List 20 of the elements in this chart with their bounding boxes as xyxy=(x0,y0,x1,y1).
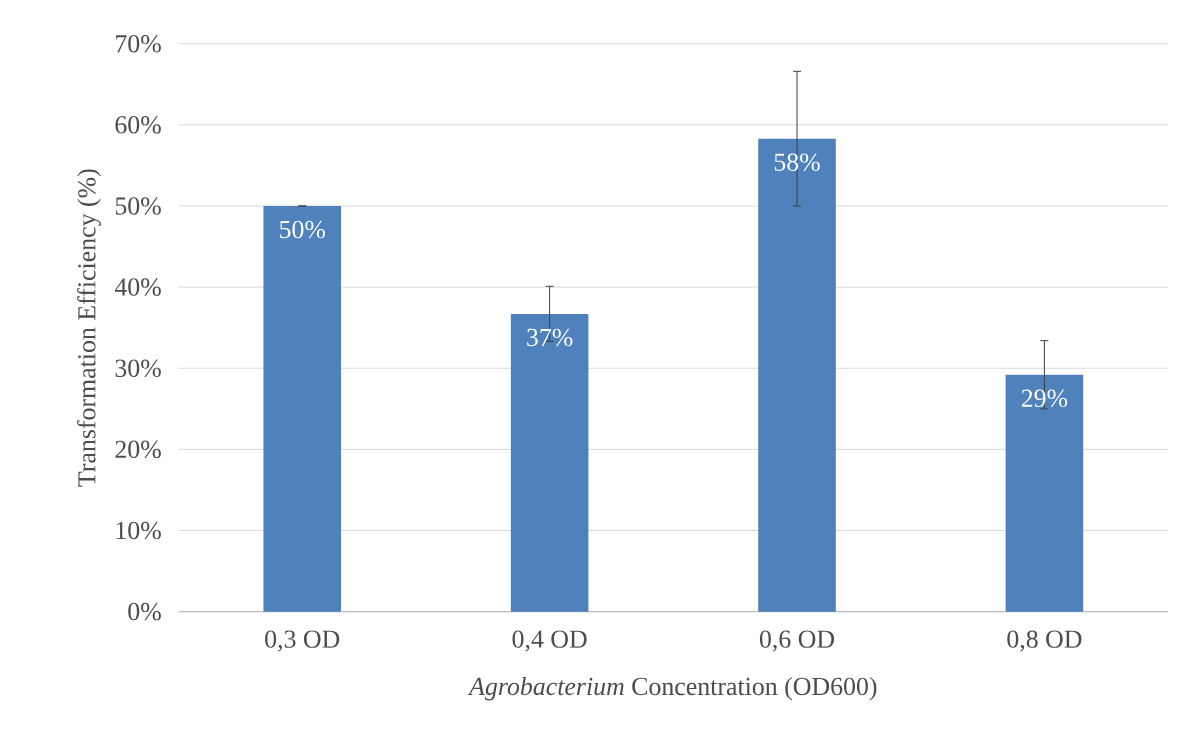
y-tick-label: 20% xyxy=(115,440,161,459)
y-axis-title: Transformation Efficiency (%) xyxy=(77,169,101,487)
bar xyxy=(263,206,342,612)
y-tick-label: 60% xyxy=(115,116,161,134)
y-tick-label: 30% xyxy=(115,359,161,378)
data-label: 50% xyxy=(280,220,326,239)
y-tick-label: 50% xyxy=(115,197,161,215)
y-tick-label: 0% xyxy=(128,602,161,621)
x-tick-label: 0,4 OD xyxy=(512,630,587,652)
y-tick-label: 40% xyxy=(114,278,161,296)
y-tick-label: 70% xyxy=(116,34,161,53)
bar xyxy=(1005,374,1084,612)
bar xyxy=(510,313,589,612)
x-tick-label: 0,6 OD xyxy=(759,630,835,652)
x-axis-title: Agrobacterium Concentration (OD600) xyxy=(467,676,877,701)
y-tick-label: 10% xyxy=(116,521,161,540)
data-label: 58% xyxy=(774,153,820,171)
bar xyxy=(758,138,836,612)
x-tick-label: 0,3 OD xyxy=(265,630,340,652)
x-tick-label: 0,8 OD xyxy=(1007,630,1082,652)
